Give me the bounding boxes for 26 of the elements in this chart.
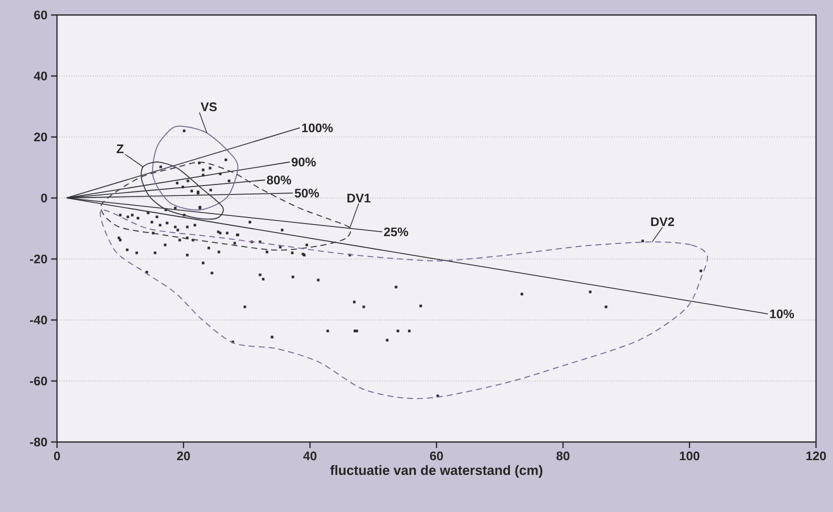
annotation: Z — [116, 144, 124, 154]
x-tick-label: 0 — [54, 451, 60, 460]
y-tick-label: 40 — [34, 72, 48, 80]
series-label: 10% — [770, 309, 794, 318]
annotation: DV1 — [347, 194, 370, 202]
x-tick-label: 60 — [430, 451, 443, 460]
x-axis-title: fluctuatie van de waterstand (cm) — [330, 465, 542, 478]
y-tick-label: -80 — [30, 438, 48, 446]
y-tick-label: -20 — [30, 254, 48, 264]
series-label: 80% — [266, 176, 292, 184]
series-label: 50% — [294, 188, 319, 198]
x-tick-label: 120 — [806, 451, 826, 460]
series-label: 90% — [292, 158, 316, 166]
y-tick-label: 20 — [34, 132, 48, 142]
y-tick-label: 60 — [34, 10, 48, 20]
series-label: 100% — [302, 123, 333, 132]
annotation: VS — [200, 102, 217, 112]
x-tick-label: 40 — [303, 451, 316, 460]
y-tick-label: 0 — [41, 194, 48, 202]
x-tick-label: 100 — [680, 451, 700, 460]
x-tick-label: 20 — [177, 451, 190, 460]
series-label: 25% — [384, 227, 408, 236]
y-tick-label: -40 — [30, 316, 48, 324]
x-tick-label: 80 — [556, 451, 570, 460]
y-tick-label: -60 — [30, 376, 48, 386]
annotation: DV2 — [651, 217, 674, 226]
